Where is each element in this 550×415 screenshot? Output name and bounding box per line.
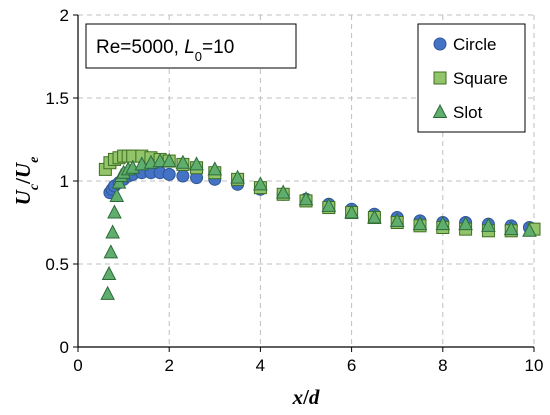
point-slot: [481, 217, 496, 232]
point-slot: [189, 156, 204, 171]
x-tick-label: 8: [438, 356, 447, 375]
point-slot: [344, 204, 359, 219]
x-tick-label: 2: [164, 356, 173, 375]
point-slot: [103, 244, 119, 259]
legend: Circle Square Slot: [417, 23, 526, 133]
y-tick-label: 1: [60, 172, 69, 191]
x-tick-label: 0: [73, 356, 82, 375]
legend-label-circle: Circle: [453, 35, 496, 54]
point-slot: [503, 221, 519, 236]
y-tick-label: 0: [60, 338, 69, 357]
point-slot: [109, 187, 125, 202]
point-slot: [101, 265, 117, 280]
point-slot: [100, 285, 115, 300]
legend-label-square: Square: [453, 69, 508, 88]
point-circle: [162, 167, 176, 181]
point-slot: [321, 197, 337, 212]
x-tick-label: 10: [525, 356, 544, 375]
point-slot: [253, 176, 268, 191]
point-slot: [522, 222, 537, 237]
point-slot: [175, 154, 191, 169]
series-layer: [98, 149, 541, 300]
point-slot: [207, 161, 223, 176]
point-slot: [105, 224, 120, 239]
y-axis-title: Uc/Ue: [11, 157, 42, 206]
point-slot: [107, 204, 122, 219]
point-slot: [152, 152, 168, 168]
legend-marker-slot: [432, 103, 448, 118]
point-slot: [435, 216, 451, 231]
x-tick-label: 6: [347, 356, 356, 375]
tick-labels: 0 2 4 6 8 10 0 0.5 1 1.5 2: [45, 6, 543, 375]
point-slot: [161, 152, 177, 168]
point-slot: [230, 169, 245, 184]
point-slot: [298, 191, 314, 206]
x-axis-title: x/d: [292, 385, 320, 409]
point-slot: [275, 184, 291, 199]
legend-marker-circle: [433, 37, 447, 51]
annotation-box: Re=5000, L0=10: [85, 23, 297, 69]
point-slot: [389, 212, 405, 227]
x-tick-label: 4: [256, 356, 265, 375]
point-slot: [458, 216, 473, 231]
point-slot: [412, 216, 428, 231]
point-circle: [176, 169, 190, 183]
annotation-text: Re=5000, L0=10: [96, 37, 234, 64]
legend-label-slot: Slot: [453, 103, 483, 122]
legend-marker-square: [433, 71, 447, 85]
y-tick-label: 0.5: [45, 255, 69, 274]
series-slot: [100, 152, 537, 300]
y-tick-label: 2: [60, 6, 69, 25]
y-tick-label: 1.5: [45, 89, 69, 108]
point-slot: [367, 209, 382, 224]
axes: [73, 14, 535, 352]
